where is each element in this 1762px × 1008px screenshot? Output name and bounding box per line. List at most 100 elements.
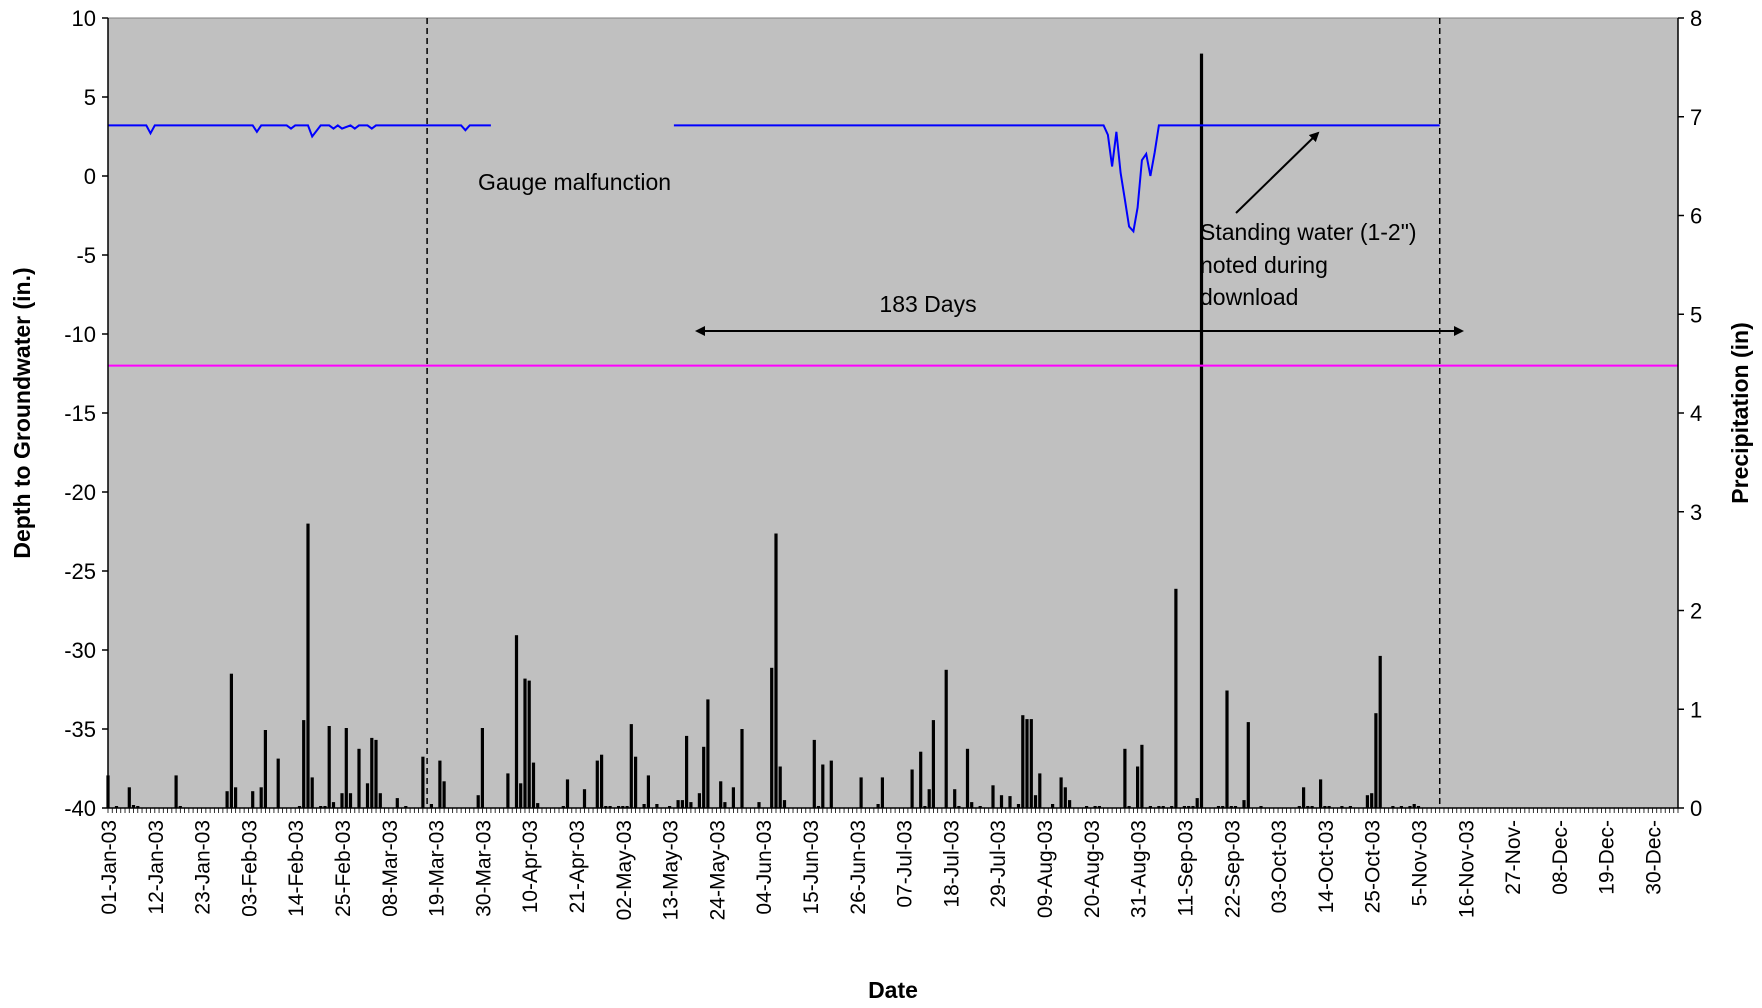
- precipitation-bar: [1161, 806, 1165, 808]
- precipitation-bar: [731, 787, 735, 808]
- precipitation-bar: [531, 762, 536, 808]
- precipitation-bar: [642, 804, 646, 808]
- precipitation-bar: [608, 806, 612, 808]
- left-tick-label: -35: [64, 717, 96, 742]
- left-tick-label: 10: [72, 6, 96, 31]
- x-tick-label: 19-Dec-: [1596, 820, 1619, 895]
- precipitation-bar: [634, 756, 638, 808]
- precipitation-bar: [621, 806, 625, 808]
- precipitation-bar: [131, 805, 136, 808]
- precipitation-bar: [617, 806, 621, 808]
- x-tick-label: 30-Dec-: [1643, 820, 1666, 895]
- precipitation-bar: [1016, 804, 1021, 808]
- precipitation-bar: [1174, 588, 1178, 808]
- x-tick-label: 19-Mar-03: [426, 820, 449, 917]
- x-tick-label: 10-Apr-03: [519, 820, 542, 913]
- x-tick-label: 20-Aug-03: [1081, 820, 1104, 918]
- precipitation-bar: [697, 793, 701, 808]
- precipitation-bar: [438, 760, 442, 808]
- precipitation-bar: [174, 775, 178, 808]
- precipitation-bar: [374, 739, 378, 808]
- precipitation-bar: [919, 751, 923, 808]
- precipitation-bar: [778, 766, 782, 808]
- precipitation-bar: [421, 756, 425, 808]
- standing-water-annotation-line2: noted during: [1200, 252, 1328, 278]
- x-tick-label: 11-Sep-03: [1174, 820, 1197, 917]
- precipitation-bar: [348, 793, 353, 808]
- precipitation-bar: [1182, 806, 1186, 808]
- right-tick-label: 4: [1690, 401, 1702, 426]
- precipitation-bar: [1216, 806, 1221, 808]
- precipitation-bar: [1416, 806, 1421, 808]
- groundwater-depth-segment: [108, 124, 491, 139]
- precipitation-bar: [378, 793, 382, 808]
- precipitation-bar: [689, 802, 693, 808]
- precipitation-bar: [923, 806, 927, 808]
- precipitation-bar: [1378, 655, 1382, 808]
- precipitation-bar: [706, 699, 710, 808]
- y-axis-left-title: Depth to Groundwater (in.): [9, 267, 35, 558]
- precipitation-bar: [340, 793, 344, 808]
- precipitation-bar: [1302, 787, 1306, 808]
- x-axis-ticks: 01-Jan-03 12-Jan-03 23-Jan-03 03-Feb-03 14-F…: [98, 808, 1679, 920]
- precipitation-bar: [965, 748, 970, 809]
- precipitation-bar: [263, 730, 267, 808]
- precipitation-bar: [234, 787, 238, 808]
- precipitation-bar: [370, 737, 374, 808]
- right-axis-ticks: 8 7 6 5 4 3 2 1 0: [1678, 6, 1702, 821]
- x-tick-label: 15-Jun-03: [800, 820, 823, 915]
- precipitation-bar: [178, 806, 182, 808]
- days-annotation: 183 Days: [879, 291, 976, 317]
- precipitation-bar: [625, 806, 629, 808]
- precipitation-bar: [655, 804, 659, 808]
- left-tick-label: -5: [76, 243, 96, 268]
- precipitation-bar: [1038, 773, 1042, 808]
- x-tick-label: 25-Oct-03: [1362, 820, 1385, 913]
- precipitation-bar: [1199, 53, 1204, 809]
- precipitation-bar: [514, 635, 519, 808]
- precipitation-bar: [876, 804, 880, 808]
- x-tick-label: 03-Feb-03: [238, 820, 261, 917]
- precipitation-bar: [1233, 806, 1238, 808]
- precipitation-bar: [1319, 779, 1323, 808]
- right-tick-label: 1: [1690, 697, 1702, 722]
- precipitation-bar: [1195, 798, 1199, 808]
- precipitation-bar: [1033, 795, 1038, 808]
- precipitation-bar: [1323, 806, 1327, 808]
- precipitation-bar: [519, 783, 523, 808]
- precipitation-bar: [1123, 748, 1127, 809]
- x-tick-label: 03-Oct-03: [1268, 820, 1291, 913]
- precipitation-bar: [1136, 766, 1140, 808]
- precipitation-bar: [604, 806, 608, 808]
- precipitation-bar: [782, 800, 787, 808]
- precipitation-bar: [757, 802, 761, 808]
- precipitation-bar: [1025, 719, 1029, 808]
- left-tick-label: -15: [64, 401, 96, 426]
- precipitation-bar: [323, 806, 327, 808]
- precipitation-bar: [1408, 806, 1412, 808]
- right-tick-label: 8: [1690, 6, 1702, 31]
- left-axis-ticks: 10 5 0 -5 -10 -15 -20 -25 -30 -35 -40: [64, 6, 108, 821]
- precipitation-bar: [978, 806, 982, 808]
- precipitation-bar: [306, 523, 310, 808]
- gauge-malfunction-annotation: Gauge malfunction: [478, 169, 671, 195]
- precipitation-bar: [1229, 806, 1233, 808]
- plot-area: [107, 17, 1679, 809]
- precipitation-bar: [442, 781, 446, 808]
- x-tick-label: 21-Apr-03: [566, 820, 589, 913]
- precipitation-bar: [297, 806, 302, 808]
- precipitation-bar: [821, 764, 825, 808]
- precipitation-bar: [812, 739, 816, 808]
- precipitation-bar: [1157, 806, 1161, 808]
- precipitation-bar: [259, 787, 263, 808]
- precipitation-bar: [685, 735, 689, 808]
- precipitation-bar: [1246, 722, 1250, 808]
- precipitation-bar: [302, 720, 306, 808]
- precipitation-bar: [1191, 806, 1195, 808]
- precipitation-bar: [676, 800, 680, 808]
- precipitation-bar: [953, 789, 957, 808]
- right-tick-label: 6: [1690, 204, 1702, 229]
- precipitation-bar: [565, 779, 570, 808]
- x-tick-label: 23-Jan-03: [192, 820, 215, 915]
- precipitation-bar: [582, 789, 587, 808]
